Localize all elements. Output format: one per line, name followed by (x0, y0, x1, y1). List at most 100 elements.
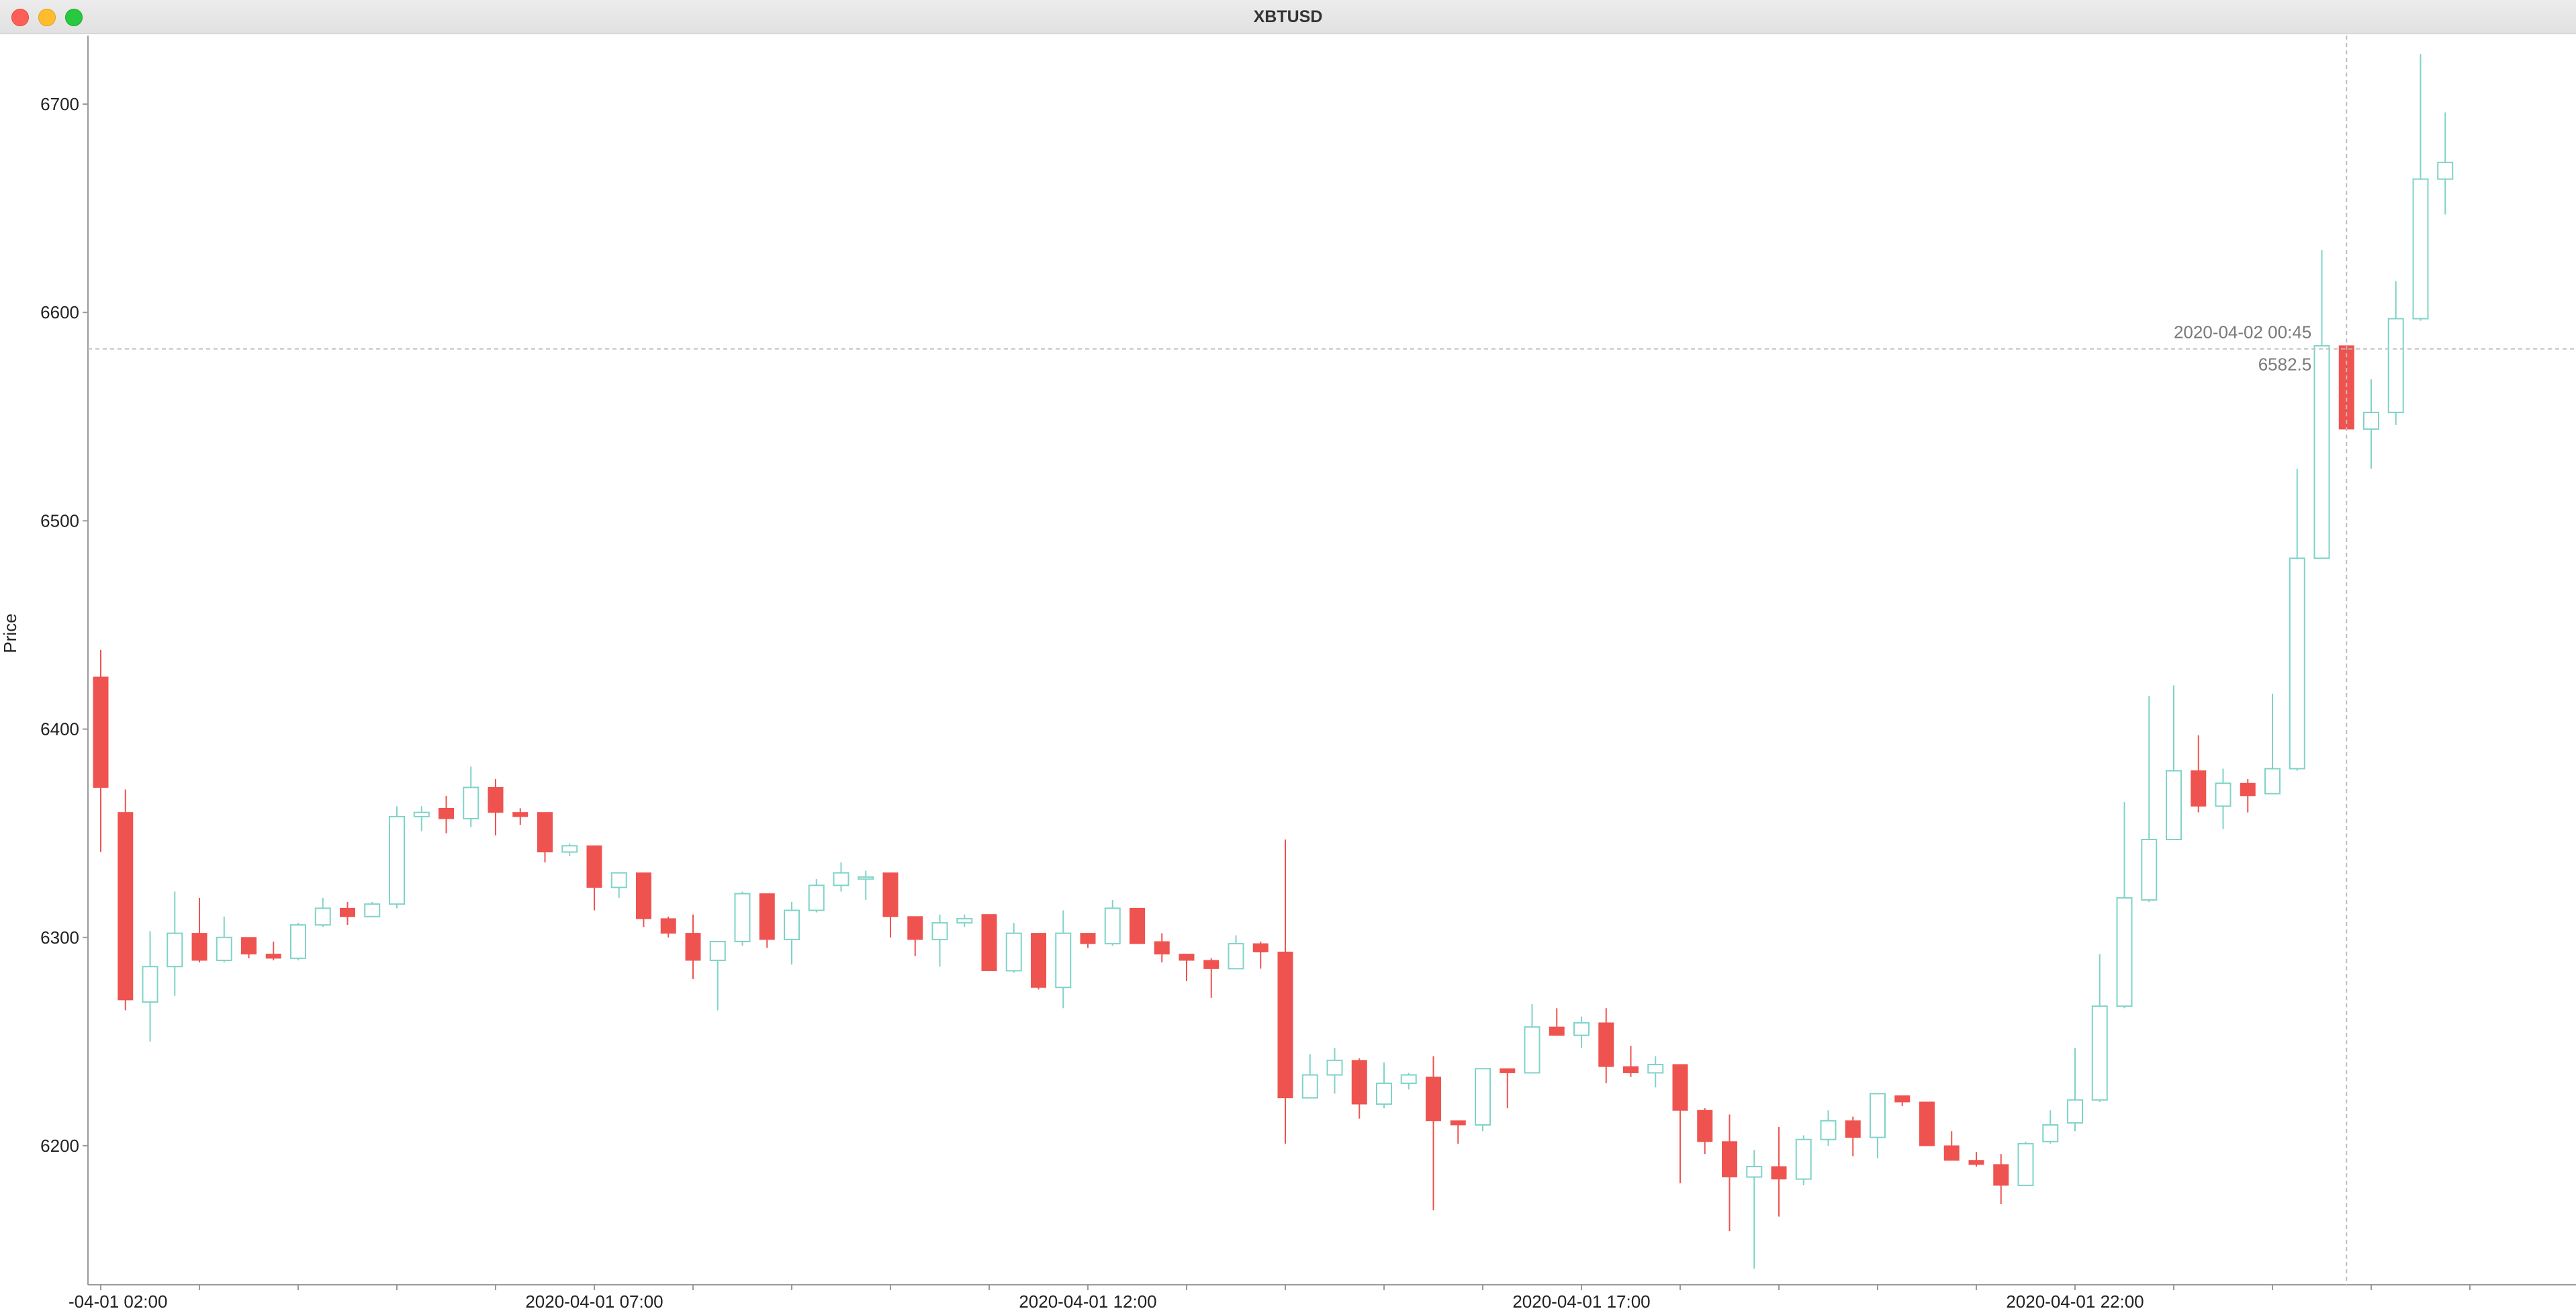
candlestick-chart[interactable]: 6200 6300 6400 6500 6600 6700 -04-01 02:00 2020… (0, 34, 2576, 1315)
candle-body (290, 924, 306, 959)
candle-body (1228, 943, 1244, 970)
candle (2264, 693, 2281, 795)
candle-body (2240, 782, 2256, 797)
candle-body (265, 954, 281, 959)
candle-body (2042, 1124, 2059, 1142)
candle (216, 916, 232, 963)
candle-body (1524, 1026, 1540, 1074)
candle (1968, 1152, 1984, 1167)
candle-body (191, 933, 208, 961)
candle-body (1549, 1026, 1565, 1036)
candle (2437, 112, 2454, 215)
candle (956, 914, 973, 927)
candle (2313, 250, 2330, 559)
candle-body (1968, 1160, 1984, 1165)
candle (1820, 1110, 1837, 1146)
candle (167, 891, 183, 996)
candle (1426, 1056, 1441, 1211)
candle (1845, 1116, 1861, 1157)
candle-body (1252, 943, 1269, 953)
candle (413, 806, 430, 831)
candle (1203, 958, 1220, 998)
candle (808, 878, 825, 913)
candle-body (1623, 1066, 1639, 1073)
candle (610, 872, 627, 898)
candle-body (1795, 1138, 1812, 1180)
candle-body (314, 907, 331, 926)
candle (907, 916, 923, 956)
y-tick-label: 6200 (40, 1136, 79, 1156)
candle-body (2289, 557, 2305, 770)
candle (1771, 1127, 1787, 1217)
window-titlebar: XBTUSD (0, 0, 2576, 34)
candle (882, 872, 899, 938)
candle (118, 789, 134, 1011)
candle (1326, 1048, 1343, 1094)
candle (2387, 281, 2404, 425)
candle (1870, 1093, 1886, 1159)
candle-body (340, 907, 355, 917)
candle (784, 902, 800, 965)
candle (1154, 933, 1170, 963)
y-tick-label: 6700 (40, 94, 79, 114)
candle-body (118, 812, 134, 1001)
candle-body (1500, 1068, 1516, 1073)
candle-body (586, 845, 602, 888)
candle-body (1647, 1064, 1664, 1074)
candle-body (1870, 1093, 1886, 1138)
candle (1795, 1135, 1812, 1185)
candle (858, 870, 874, 900)
candle-body (858, 876, 874, 880)
candle (1672, 1064, 1688, 1183)
candle (1031, 933, 1046, 990)
candle-body (833, 872, 849, 887)
x-tick-label: 2020-04-01 17:00 (1512, 1291, 1650, 1312)
candle-body (2091, 1005, 2108, 1101)
candle-body (907, 916, 923, 940)
candle-body (610, 872, 627, 889)
candle (93, 649, 109, 852)
candle-body (956, 917, 973, 924)
candle-body (636, 872, 651, 919)
candle-series (93, 54, 2454, 1269)
candle-body (931, 922, 948, 940)
close-window-button[interactable] (11, 9, 29, 26)
candle-body (1055, 932, 1072, 989)
x-tick-label: 2020-04-01 07:00 (525, 1291, 663, 1312)
candle (2240, 779, 2256, 813)
candle-body (488, 786, 504, 813)
candle (1623, 1046, 1639, 1077)
candle-body (93, 676, 109, 788)
candle (660, 916, 676, 938)
minimize-window-button[interactable] (38, 9, 56, 26)
candle-body (1400, 1074, 1417, 1084)
candle-body (784, 909, 800, 940)
candle (2363, 379, 2379, 469)
candle-body (2437, 161, 2454, 180)
candle-body (537, 812, 553, 853)
candle (1500, 1068, 1516, 1109)
candle-body (142, 966, 158, 1003)
candle (1351, 1058, 1367, 1119)
candle-body (2067, 1099, 2083, 1124)
candle-body (2264, 768, 2281, 795)
candle-body (241, 937, 257, 955)
candle (1919, 1101, 1935, 1146)
candle (1573, 1016, 1590, 1048)
candle-body (364, 903, 381, 917)
candle-body (1672, 1064, 1688, 1111)
candle-body (561, 845, 578, 853)
candle-body (2141, 839, 2158, 901)
candle (1080, 933, 1096, 948)
candle (833, 862, 849, 892)
x-tick-label: 2020-04-01 22:00 (2006, 1291, 2144, 1312)
candle-body (1376, 1082, 1392, 1105)
candle (1943, 1131, 1960, 1161)
candle-body (2116, 897, 2133, 1007)
candle (2338, 345, 2354, 430)
candle (931, 914, 948, 967)
candle-body (1993, 1164, 2009, 1186)
candle-body (759, 893, 775, 940)
candle (2191, 735, 2207, 813)
maximize-window-button[interactable] (65, 9, 83, 26)
